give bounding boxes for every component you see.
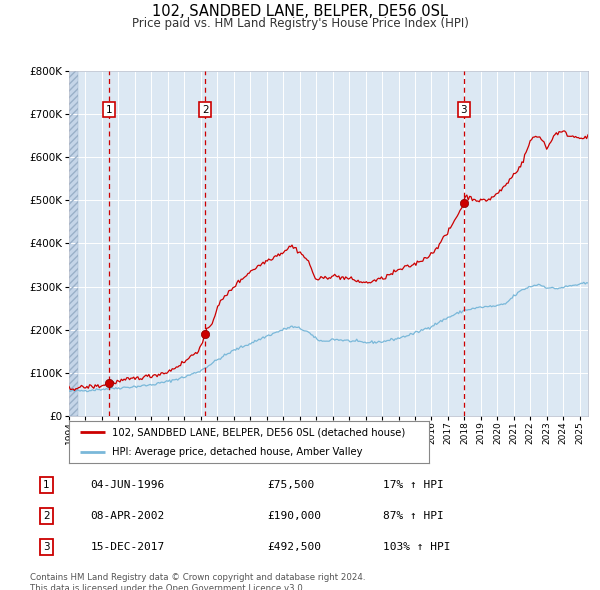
Text: 2: 2	[202, 104, 209, 114]
Text: £492,500: £492,500	[268, 542, 322, 552]
Text: 103% ↑ HPI: 103% ↑ HPI	[383, 542, 451, 552]
Text: 04-JUN-1996: 04-JUN-1996	[91, 480, 165, 490]
Text: 102, SANDBED LANE, BELPER, DE56 0SL (detached house): 102, SANDBED LANE, BELPER, DE56 0SL (det…	[112, 427, 406, 437]
Text: HPI: Average price, detached house, Amber Valley: HPI: Average price, detached house, Ambe…	[112, 447, 362, 457]
Text: £75,500: £75,500	[268, 480, 314, 490]
Text: Price paid vs. HM Land Registry's House Price Index (HPI): Price paid vs. HM Land Registry's House …	[131, 17, 469, 30]
Bar	[69, 71, 78, 416]
Text: 08-APR-2002: 08-APR-2002	[91, 511, 165, 520]
Bar	[69, 71, 78, 416]
Text: 87% ↑ HPI: 87% ↑ HPI	[383, 511, 444, 520]
Text: 15-DEC-2017: 15-DEC-2017	[91, 542, 165, 552]
Text: 17% ↑ HPI: 17% ↑ HPI	[383, 480, 444, 490]
Text: £190,000: £190,000	[268, 511, 322, 520]
Text: 102, SANDBED LANE, BELPER, DE56 0SL: 102, SANDBED LANE, BELPER, DE56 0SL	[152, 4, 448, 19]
Text: 3: 3	[43, 542, 50, 552]
Text: 2: 2	[43, 511, 50, 520]
Text: 3: 3	[460, 104, 467, 114]
Text: 1: 1	[43, 480, 50, 490]
Text: 1: 1	[106, 104, 112, 114]
Text: Contains HM Land Registry data © Crown copyright and database right 2024.
This d: Contains HM Land Registry data © Crown c…	[30, 573, 365, 590]
